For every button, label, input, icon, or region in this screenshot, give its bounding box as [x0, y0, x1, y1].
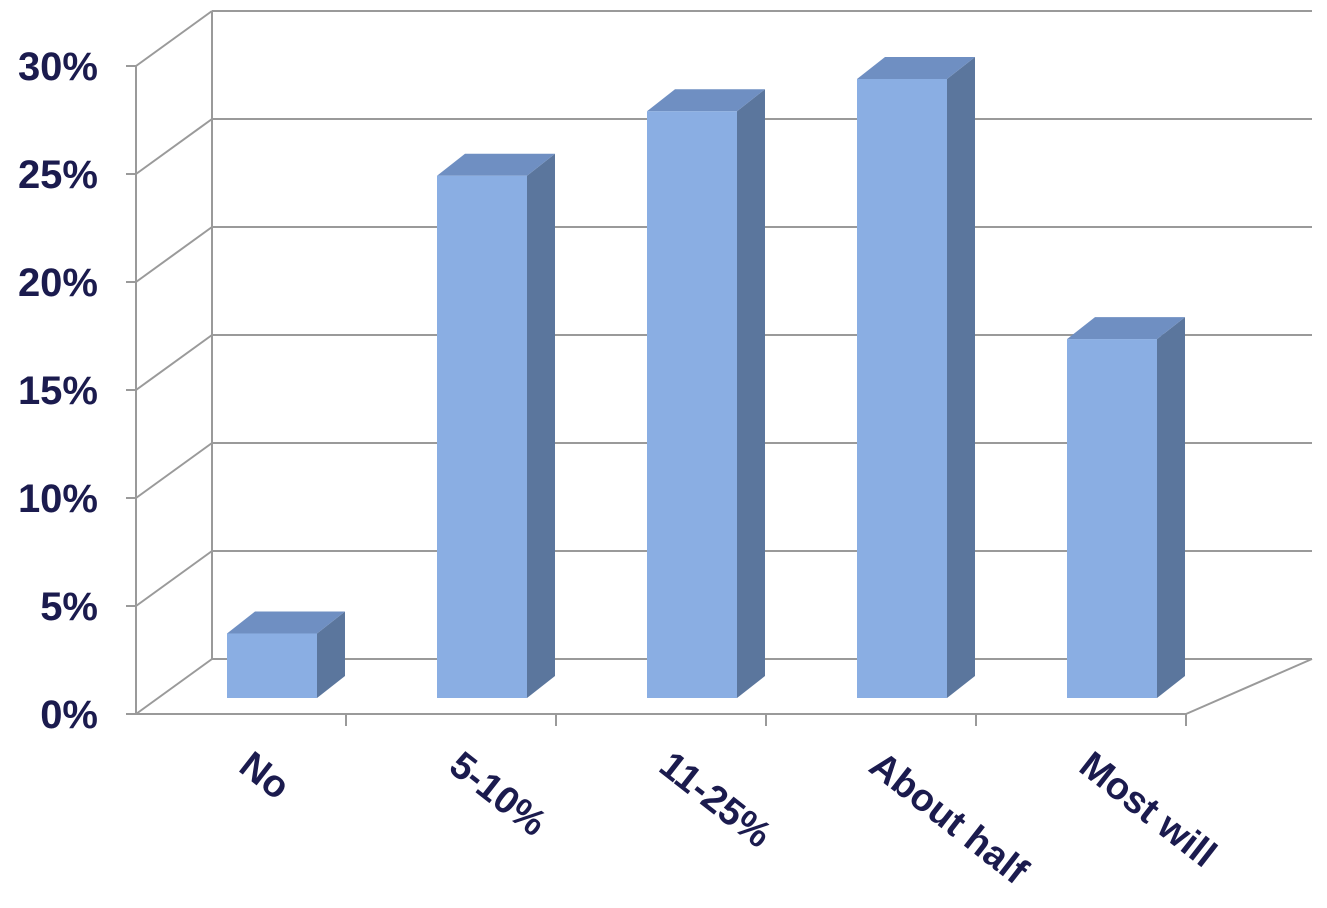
- y-axis-ticks: 0% 5% 10% 15% 20% 25% 30%: [18, 45, 98, 737]
- bar-side: [737, 89, 765, 699]
- bar-top: [437, 153, 555, 176]
- bar-side: [527, 153, 555, 698]
- floor-right-edge: [1185, 658, 1313, 715]
- bar-side: [947, 57, 975, 698]
- y-tick-label: 30%: [18, 45, 98, 89]
- bars: [227, 57, 1185, 699]
- gridline-diagonal: [135, 442, 213, 499]
- x-tick-label: Most will: [1071, 744, 1223, 876]
- bar: [647, 111, 737, 699]
- bar: [227, 633, 317, 698]
- gridline-diagonal: [135, 658, 213, 715]
- bar: [857, 79, 947, 698]
- bar-side: [317, 611, 345, 698]
- bar-side: [1157, 317, 1185, 698]
- bar-top: [647, 89, 765, 112]
- gridline-diagonal: [135, 334, 213, 391]
- y-tick-label: 25%: [18, 153, 98, 197]
- bar-top: [857, 57, 975, 79]
- gridline-diagonal: [135, 10, 213, 67]
- x-tick-label: No: [231, 744, 297, 808]
- x-axis-labels: No 5-10% 11-25% About half Most will: [231, 744, 1223, 893]
- bar: [437, 175, 527, 698]
- y-tick-label: 5%: [40, 585, 98, 629]
- y-tick-label: 0%: [40, 693, 98, 737]
- y-tick-label: 10%: [18, 477, 98, 521]
- x-tick-label: 5-10%: [441, 744, 553, 845]
- y-tick-label: 15%: [18, 369, 98, 413]
- gridline-diagonal: [135, 118, 213, 175]
- gridline-diagonal: [135, 550, 213, 607]
- bar: [1067, 339, 1157, 698]
- bar-top: [1067, 317, 1185, 340]
- x-tick-label: About half: [861, 744, 1035, 893]
- gridline-diagonal: [135, 226, 213, 283]
- x-tick-label: 11-25%: [651, 744, 778, 856]
- y-tick-label: 20%: [18, 261, 98, 305]
- bar-top: [227, 611, 345, 634]
